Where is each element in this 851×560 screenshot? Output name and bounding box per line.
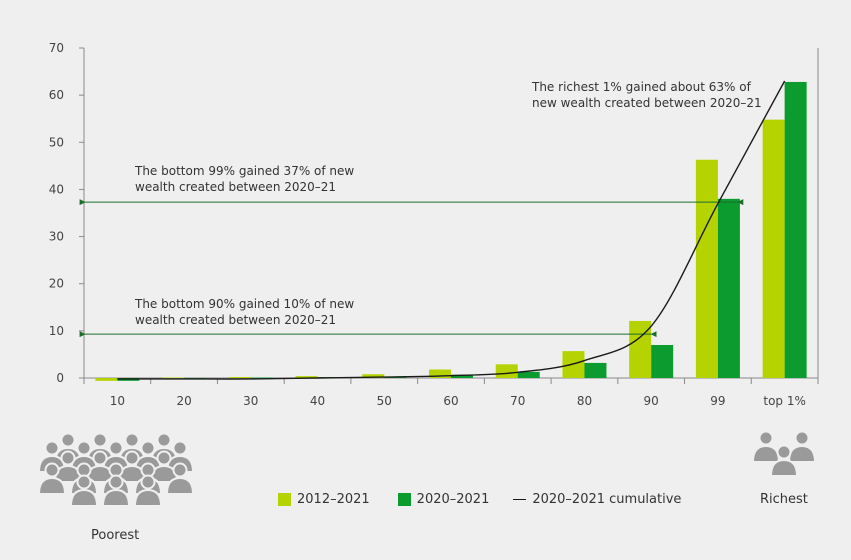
annotations: The richest 1% gained about 63% of new we…	[134, 80, 762, 327]
person-body	[787, 444, 817, 463]
annotation-top1: new wealth created between 2020–21	[532, 96, 762, 110]
bars	[95, 81, 807, 381]
legend-swatch-light-green	[278, 493, 291, 506]
person-head	[140, 474, 156, 490]
person-head	[76, 440, 92, 456]
legend-swatch-dark-green	[397, 493, 411, 506]
person-body	[133, 488, 163, 507]
bar-2020-2021	[584, 362, 607, 378]
x-tick-label: 60	[443, 394, 458, 408]
person-body	[165, 476, 195, 495]
person-body	[769, 458, 799, 477]
person-head	[92, 432, 108, 448]
legend-label-2020-2021: 2020–2021	[416, 492, 490, 507]
legend-label-2012-2021: 2012–2021	[297, 492, 370, 507]
y-tick-label: 70	[49, 41, 64, 55]
annotation-top1: The richest 1% gained about 63% of	[531, 80, 752, 94]
person-head	[776, 444, 792, 460]
y-tick-label: 10	[49, 324, 64, 338]
person-head	[60, 432, 76, 448]
bar-2020-2021	[517, 371, 540, 378]
bar-2012-2021	[162, 377, 185, 379]
person-head	[156, 432, 172, 448]
richest-label: Richest	[760, 492, 808, 507]
y-tick-label: 20	[49, 277, 64, 291]
legend-item-cumulative: 2020–2021 cumulative	[513, 492, 681, 507]
x-tick-label: 99	[710, 394, 725, 408]
cumulative-line	[117, 80, 786, 380]
person-head	[124, 432, 140, 448]
poorest-label: Poorest	[91, 528, 140, 543]
y-tick-label: 40	[49, 182, 64, 196]
annotation-bottom90: wealth created between 2020–21	[135, 313, 336, 327]
person-body	[751, 444, 781, 463]
bar-2012-2021	[429, 369, 451, 378]
y-tick-label: 0	[56, 371, 64, 385]
person-head	[758, 430, 774, 446]
bar-2020-2021	[250, 377, 273, 379]
bar-2020-2021	[651, 345, 674, 378]
small-group-of-people-icon	[751, 430, 817, 477]
bar-2012-2021	[495, 364, 518, 378]
x-tick-label: 10	[110, 394, 125, 408]
bar-2020-2021	[451, 374, 473, 378]
person-head	[108, 474, 124, 490]
person-head	[140, 440, 156, 456]
y-axis: 0 10 20 30 40 50 60 70	[49, 41, 84, 385]
y-tick-label: 60	[49, 88, 64, 102]
cumulative-line-group	[117, 80, 786, 380]
person-body	[101, 488, 131, 507]
bar-2012-2021	[362, 374, 385, 378]
bar-2012-2021	[228, 377, 251, 378]
crowd-of-people-icon	[37, 432, 195, 507]
bar-2020-2021	[784, 81, 807, 378]
person-head	[124, 450, 140, 466]
person-body	[69, 488, 99, 507]
person-head	[172, 462, 188, 478]
x-tick-label: 80	[577, 394, 592, 408]
legend-item-2020-2021: 2020–2021	[397, 492, 490, 507]
x-tick-label: 90	[644, 394, 659, 408]
person-head	[92, 450, 108, 466]
y-tick-label: 50	[49, 135, 64, 149]
person-head	[108, 440, 124, 456]
person-head	[794, 430, 810, 446]
annotation-bottom90: The bottom 90% gained 10% of new	[134, 297, 354, 311]
person-head	[44, 462, 60, 478]
legend: 2012–2021 2020–2021 2020–2021 cumulative	[278, 492, 681, 507]
person-head	[60, 450, 76, 466]
bar-2012-2021	[295, 376, 318, 378]
annotation-arrows	[79, 199, 744, 338]
person-head	[44, 440, 60, 456]
chart-svg: 0 10 20 30 40 50 60 70 10 20 30 40 50 60 70 80 90 99 top …	[49, 41, 819, 408]
x-tick-label: 40	[310, 394, 325, 408]
x-tick-label: 50	[377, 394, 392, 408]
x-axis: 10 20 30 40 50 60 70 80 90 99 top 1%	[83, 378, 819, 408]
annotation-bottom99: The bottom 99% gained 37% of new	[134, 164, 354, 178]
x-tick-label: 20	[176, 394, 191, 408]
x-tick-label: top 1%	[763, 394, 806, 408]
person-head	[156, 450, 172, 466]
bar-2012-2021	[95, 378, 118, 381]
bar-2012-2021	[762, 119, 785, 379]
person-head	[172, 440, 188, 456]
person-body	[37, 476, 67, 495]
bar-2020-2021	[717, 198, 740, 378]
y-tick-label: 30	[49, 230, 64, 244]
x-tick-label: 70	[510, 394, 525, 408]
legend-label-cumulative: 2020–2021 cumulative	[532, 492, 682, 507]
legend-line-black	[513, 499, 527, 500]
legend-item-2012-2021: 2012–2021	[278, 492, 370, 507]
annotation-bottom99: wealth created between 2020–21	[135, 180, 336, 194]
x-tick-label: 30	[243, 394, 258, 408]
person-head	[76, 474, 92, 490]
bar-2012-2021	[695, 159, 718, 378]
